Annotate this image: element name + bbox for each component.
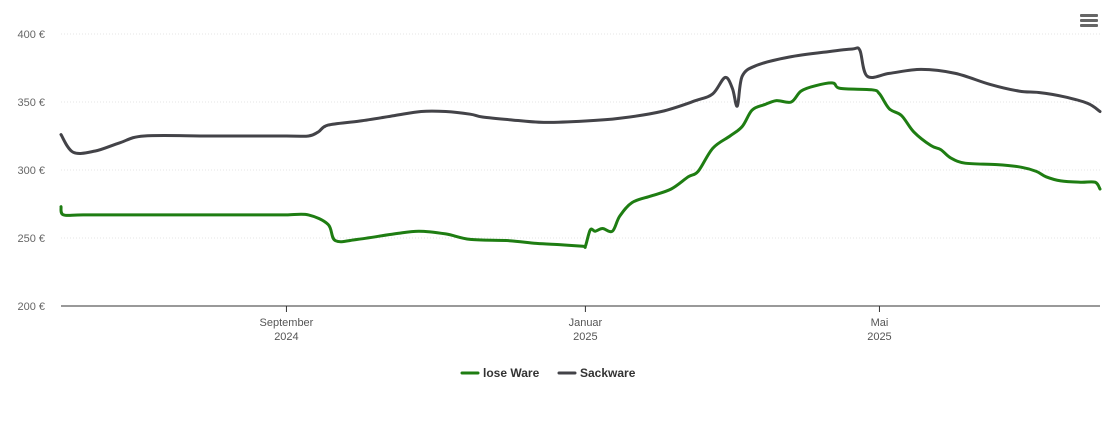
- x-tick-label-month: Mai: [871, 317, 889, 329]
- y-tick-label: 200 €: [17, 301, 45, 313]
- legend-item[interactable]: lose Ware: [460, 366, 540, 380]
- y-axis-tick-labels: 400 € 350 € 300 € 250 € 200 €: [17, 29, 45, 313]
- y-tick-label: 300 €: [17, 165, 45, 177]
- x-tick-label-month: September: [260, 317, 314, 329]
- chart-menu-icon[interactable]: [1078, 12, 1100, 32]
- legend-label: lose Ware: [483, 366, 540, 380]
- x-axis-ticks: September 2024 Januar 2025 Mai 2025: [260, 306, 892, 343]
- x-tick-label-year: 2024: [274, 331, 298, 343]
- menu-bar-1: [1080, 14, 1098, 17]
- x-tick-label-year: 2025: [867, 331, 891, 343]
- y-tick-label: 350 €: [17, 97, 45, 109]
- y-tick-label: 250 €: [17, 233, 45, 245]
- y-tick-label: 400 €: [17, 29, 45, 41]
- legend-item[interactable]: Sackware: [557, 366, 636, 380]
- series-line-lose-ware[interactable]: [59, 81, 1102, 249]
- series-layer: [59, 46, 1102, 249]
- x-tick-label-month: Januar: [569, 317, 603, 329]
- menu-bar-2: [1080, 19, 1098, 22]
- x-tick-label-year: 2025: [573, 331, 597, 343]
- menu-bar-3: [1080, 24, 1098, 27]
- legend[interactable]: lose Ware Sackware: [460, 366, 636, 380]
- legend-label: Sackware: [580, 366, 636, 380]
- grid-lines: [61, 33, 1100, 239]
- series-line-sackware[interactable]: [59, 46, 1102, 155]
